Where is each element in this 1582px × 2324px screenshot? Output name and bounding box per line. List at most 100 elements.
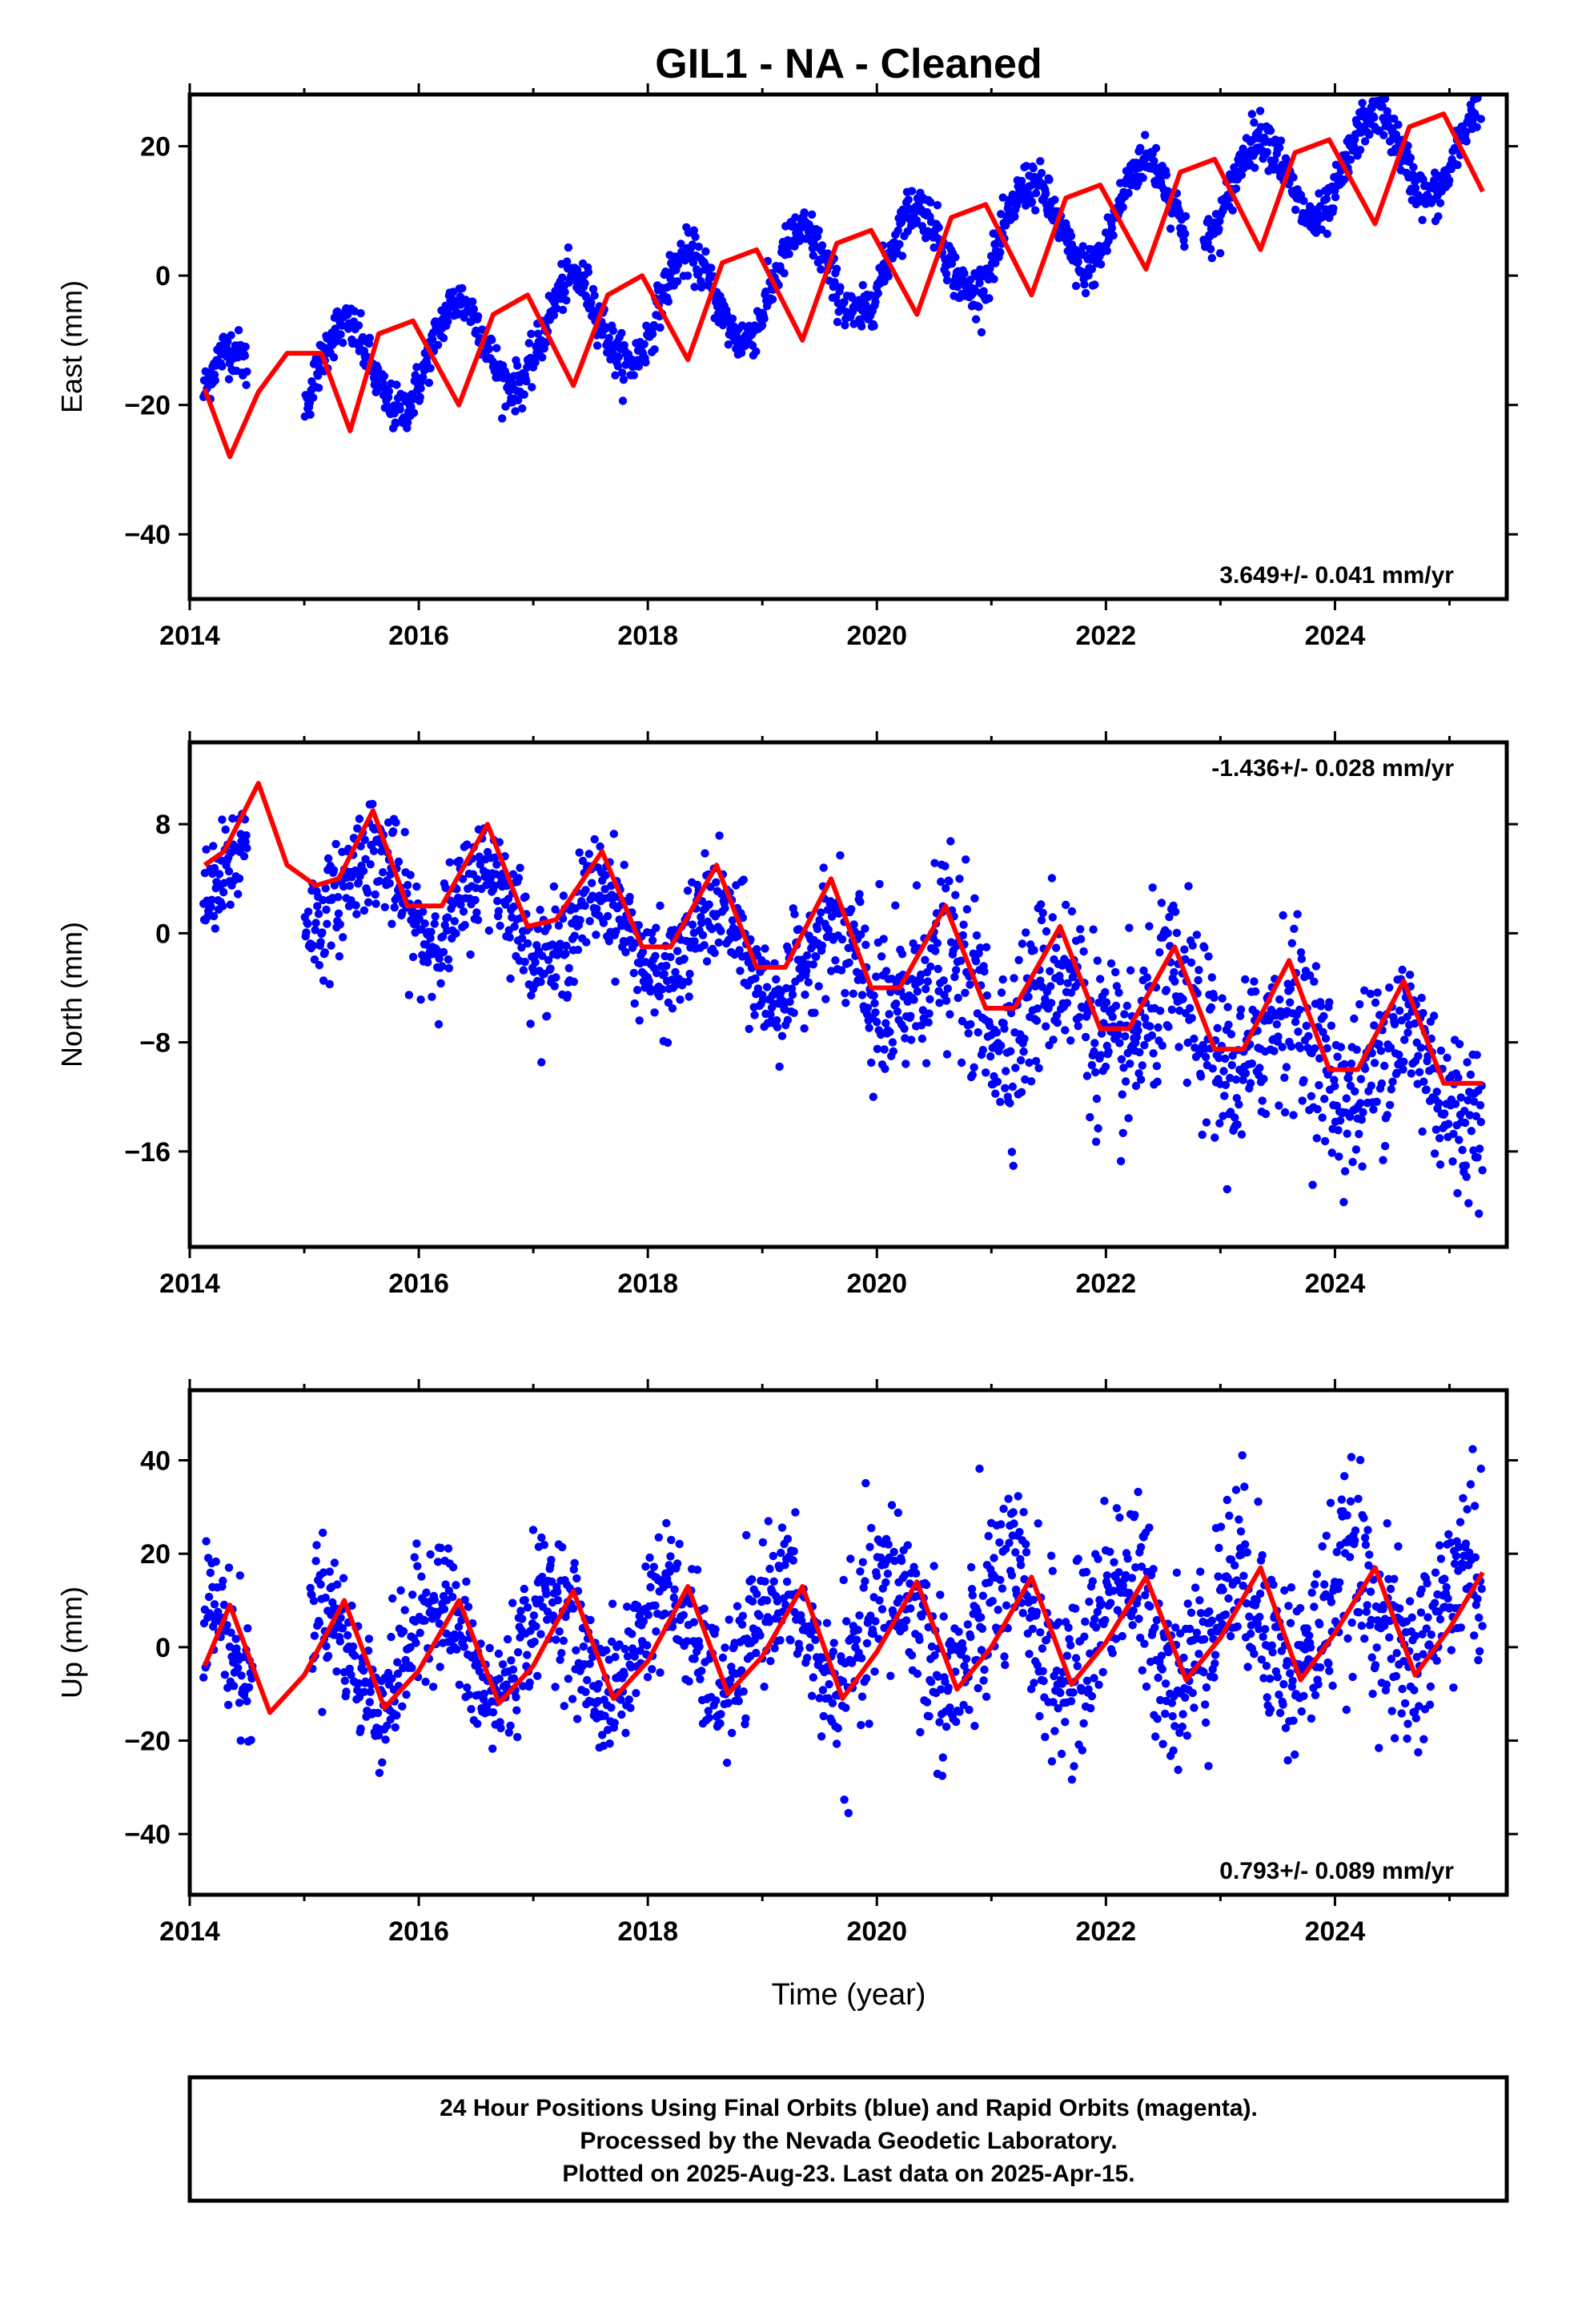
data-point [891,901,900,910]
data-point [503,1634,512,1644]
data-point [548,940,557,949]
data-point [1097,1599,1106,1609]
data-point [1139,966,1148,975]
data-point [1296,948,1306,957]
data-point [1392,1068,1401,1078]
data-point [1322,195,1331,203]
data-point [844,1808,853,1818]
data-point [761,944,769,953]
data-point [1311,1044,1319,1053]
data-point [1096,259,1106,269]
data-point [520,390,528,399]
data-point [1110,1558,1118,1567]
data-point [1476,115,1486,123]
data-point [1070,1762,1078,1771]
data-point [1345,1112,1355,1121]
data-point [563,991,572,999]
data-point [666,275,675,283]
data-point [428,1683,438,1691]
data-point [573,945,583,955]
data-point [1312,1134,1322,1143]
data-point [1140,1040,1149,1050]
data-point [339,1624,347,1633]
data-point [992,1028,1002,1037]
data-point [1126,1059,1134,1068]
data-point [924,1018,933,1027]
data-point [396,1586,405,1595]
data-point [243,1697,251,1706]
data-point [1259,1075,1268,1084]
data-point [1403,1012,1411,1022]
data-point [879,935,888,943]
data-point [1289,173,1298,182]
data-point [356,309,365,318]
data-point [560,287,569,296]
data-point [498,1660,508,1669]
data-point [460,1642,468,1651]
data-point [1195,1596,1204,1605]
data-point [1118,203,1127,211]
data-point [309,941,318,951]
data-point [974,303,983,312]
data-point [468,297,477,306]
data-point [1079,947,1088,956]
data-point [785,997,794,1007]
data-point [546,964,555,973]
data-point [972,931,982,940]
data-point [335,952,344,961]
data-point [1174,1765,1182,1775]
data-point [1241,975,1250,984]
data-point [739,1687,748,1696]
data-point [937,877,946,887]
data-point [1192,1628,1202,1638]
data-point [1067,907,1077,916]
data-point [1414,1051,1423,1060]
data-point [685,1677,693,1686]
data-point [455,1680,464,1689]
data-point [385,879,394,888]
data-point [1102,247,1112,255]
data-point [445,858,454,867]
data-point [980,1665,989,1675]
data-point [412,1539,421,1548]
data-point [1201,1052,1211,1062]
data-point [641,358,650,367]
data-point [1223,1184,1232,1194]
data-point [1063,979,1072,987]
data-point [1028,1624,1038,1634]
data-point [1148,883,1157,892]
data-point [921,1059,931,1068]
data-point [786,1636,795,1645]
data-point [872,1571,881,1580]
data-point [1167,1699,1177,1707]
data-point [1038,1667,1047,1675]
data-point [1045,175,1054,184]
data-point [814,982,823,991]
data-point [810,1008,819,1017]
data-point [1150,1623,1159,1632]
data-point [1090,1674,1098,1683]
data-point [725,1615,733,1624]
data-point [219,902,227,911]
x-tick-label: 2014 [159,621,220,651]
data-point [945,877,954,886]
data-point [946,1703,954,1712]
data-point [970,894,979,903]
data-point [452,1645,461,1654]
data-point [1091,1068,1100,1077]
data-point [1134,1614,1143,1623]
data-point [1157,899,1166,907]
data-point [1280,1108,1290,1117]
data-point [1383,1111,1391,1120]
data-point [1344,1074,1353,1083]
data-point [417,1572,426,1581]
data-point [1075,1012,1084,1022]
data-point [335,920,344,929]
data-point [325,1567,334,1576]
data-point [1138,1666,1147,1675]
data-point [558,273,567,282]
data-point [1180,242,1189,251]
data-point [1462,137,1471,146]
data-point [789,1546,798,1556]
